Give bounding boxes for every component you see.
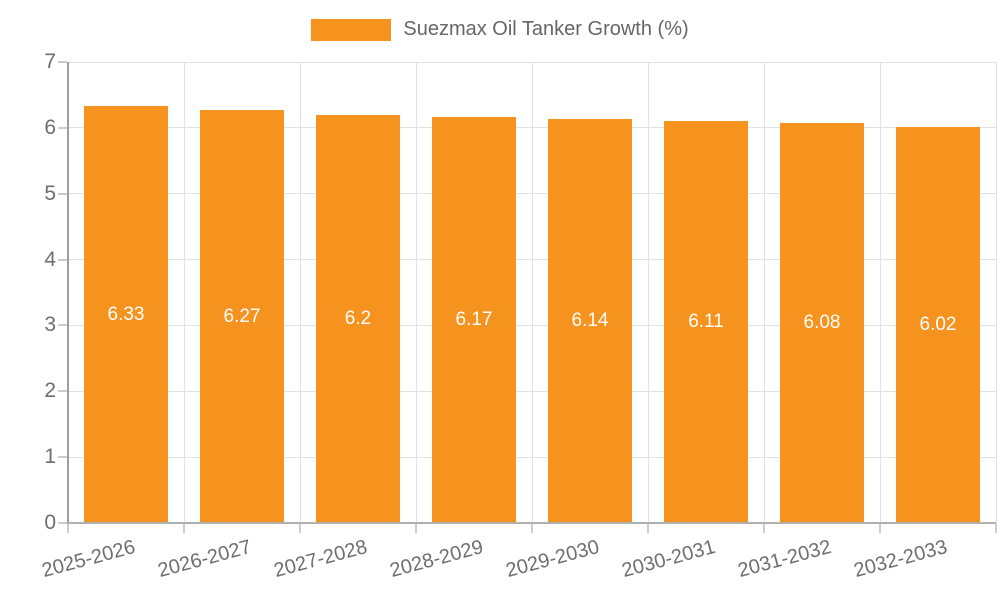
gridline-vertical	[763, 62, 765, 523]
bar[interactable]: 6.33	[84, 106, 168, 523]
y-axis-line	[67, 62, 69, 533]
bar[interactable]: 6.08	[780, 122, 864, 523]
bar-value-label: 6.17	[455, 308, 493, 330]
bar-value-label: 6.11	[688, 310, 724, 332]
bar[interactable]: 6.27	[200, 110, 284, 523]
y-tick-label: 6	[44, 115, 56, 139]
gridline-vertical	[879, 62, 881, 523]
bar[interactable]: 6.14	[548, 118, 632, 523]
legend-label: Suezmax Oil Tanker Growth (%)	[403, 18, 689, 40]
y-tick-mark	[58, 324, 67, 327]
plot-area: 6.33 6.27 6.2 6.17 6.14 6.11 6.08 6.02	[68, 61, 997, 524]
x-tick-mark	[531, 524, 533, 533]
bar-value-label: 6.14	[571, 309, 609, 331]
x-tick-mark	[879, 524, 881, 533]
x-tick-mark	[415, 524, 417, 533]
gridline-vertical	[299, 62, 301, 523]
x-tick-label: 2025-2026	[39, 536, 138, 583]
y-tick-label: 0	[44, 511, 56, 534]
x-tick-label: 2030-2031	[619, 536, 718, 583]
y-tick-label: 4	[44, 247, 56, 271]
bar-value-label: 6.27	[223, 305, 261, 327]
x-tick-mark	[183, 524, 185, 533]
x-tick-mark	[763, 524, 765, 533]
bar-value-label: 6.2	[344, 307, 372, 329]
x-tick-label: 2026-2027	[155, 536, 254, 583]
bar-value-label: 6.02	[919, 313, 957, 335]
bar[interactable]: 6.2	[316, 114, 400, 523]
y-tick-label: 3	[44, 313, 56, 337]
bar[interactable]: 6.17	[432, 116, 516, 523]
x-tick-mark	[995, 524, 997, 533]
legend[interactable]: Suezmax Oil Tanker Growth (%)	[0, 18, 1000, 41]
y-tick-label: 1	[44, 445, 56, 469]
y-tick-mark	[58, 390, 67, 393]
gridline-vertical	[995, 62, 997, 523]
x-tick-label: 2032-2033	[851, 536, 950, 583]
y-tick-mark	[58, 258, 67, 261]
gridline-vertical	[647, 62, 649, 523]
y-tick-mark	[58, 522, 67, 524]
gridline-vertical	[531, 62, 533, 523]
y-tick-mark	[58, 456, 67, 459]
y-tick-mark	[58, 61, 67, 63]
gridline-vertical	[183, 62, 185, 523]
y-tick-mark	[58, 126, 67, 129]
x-tick-label: 2027-2028	[271, 536, 370, 583]
y-tick-label: 5	[44, 181, 56, 205]
x-tick-mark	[67, 524, 69, 533]
x-axis-line	[68, 522, 996, 524]
legend-swatch	[311, 18, 392, 41]
x-tick-label: 2028-2029	[387, 536, 486, 583]
y-tick-label: 7	[44, 50, 56, 73]
y-tick-label: 2	[44, 379, 56, 403]
x-tick-label: 2031-2032	[735, 536, 834, 583]
x-tick-mark	[299, 524, 301, 533]
bar[interactable]: 6.02	[896, 126, 980, 523]
x-tick-mark	[647, 524, 649, 533]
gridline-vertical	[415, 62, 417, 523]
bar-value-label: 6.08	[803, 311, 841, 333]
bar[interactable]: 6.11	[664, 120, 748, 523]
bar-value-label: 6.33	[107, 303, 145, 325]
x-tick-label: 2029-2030	[503, 536, 602, 583]
y-tick-mark	[58, 192, 67, 195]
